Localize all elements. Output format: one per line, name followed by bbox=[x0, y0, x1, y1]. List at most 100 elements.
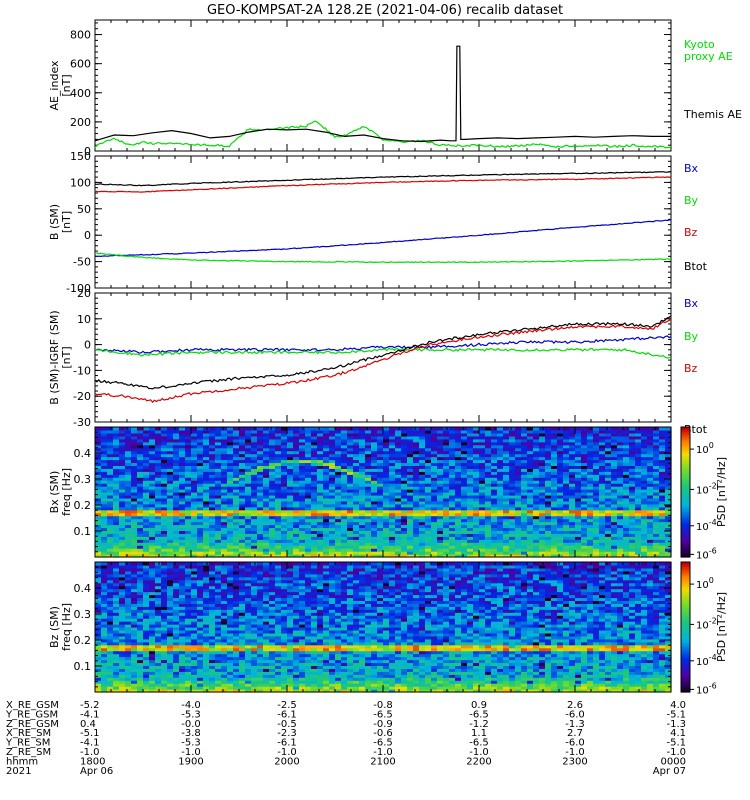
panel-spec-bz-cell bbox=[101, 668, 108, 672]
panel-b-ylabel: B (SM) bbox=[48, 204, 61, 240]
panel-spec-bx-cell bbox=[263, 438, 270, 443]
panel-spec-bx-cell bbox=[299, 459, 306, 464]
panel-spec-bx-cell bbox=[461, 477, 468, 481]
panel-spec-bx-cell bbox=[491, 524, 498, 529]
panel-spec-bx-cell bbox=[521, 450, 528, 455]
panel-spec-bx-cell bbox=[101, 471, 108, 475]
panel-spec-bx-cell bbox=[647, 462, 654, 466]
panel-spec-bx-cell bbox=[635, 533, 642, 537]
panel-spec-bx-cell bbox=[287, 539, 294, 543]
panel-spec-bx-cell bbox=[251, 551, 258, 555]
panel-spec-bx-colorbar-step bbox=[681, 433, 690, 437]
panel-spec-bx-cell bbox=[575, 444, 582, 449]
panel-spec-bx-cell bbox=[239, 435, 246, 440]
panel-spec-bx-cell bbox=[227, 450, 234, 455]
panel-spec-bx-cell bbox=[611, 500, 618, 505]
panel-spec-bx-cell bbox=[497, 468, 504, 472]
panel-spec-bx-cell bbox=[575, 486, 582, 490]
panel-spec-bx-cell bbox=[611, 474, 618, 478]
panel-spec-bx-cell bbox=[593, 497, 600, 502]
panel-spec-bx-cell bbox=[461, 533, 468, 537]
panel-spec-bx-cell bbox=[311, 468, 318, 472]
panel-spec-bx-cell bbox=[497, 459, 504, 464]
panel-spec-bx-cell bbox=[455, 545, 462, 549]
panel-spec-bx-cell bbox=[515, 465, 522, 469]
panel-spec-bx-cell bbox=[137, 462, 144, 466]
panel-spec-bz-cell bbox=[95, 624, 102, 628]
panel-spec-bx-cell bbox=[437, 471, 444, 475]
panel-spec-bx-cell bbox=[299, 453, 306, 458]
panel-spec-bx-cell bbox=[377, 432, 384, 437]
panel-spec-bx-cell bbox=[599, 509, 606, 514]
panel-spec-bx-cell bbox=[341, 435, 348, 440]
panel-spec-bx-cell bbox=[431, 465, 438, 469]
panel-spec-bx-cell bbox=[515, 444, 522, 449]
panel-spec-bx-cell bbox=[173, 480, 180, 484]
panel-spec-bx-cell bbox=[149, 500, 156, 505]
panel-spec-bx-cell bbox=[377, 512, 384, 517]
panel-spec-bx-cell bbox=[509, 438, 516, 443]
panel-spec-bx-cell bbox=[587, 441, 594, 446]
panel-spec-bx-cell bbox=[329, 432, 336, 437]
panel-spec-bx-cell bbox=[221, 471, 228, 475]
panel-spec-bx-cell bbox=[107, 480, 114, 484]
panel-spec-bx-cell bbox=[569, 521, 576, 526]
panel-spec-bx-cell bbox=[281, 545, 288, 549]
panel-spec-bx-cell bbox=[389, 459, 396, 464]
panel-spec-bx-cell bbox=[317, 450, 324, 455]
panel-spec-bx-cell bbox=[323, 429, 330, 434]
panel-spec-bx-cell bbox=[353, 542, 360, 546]
panel-spec-bx-cell bbox=[563, 450, 570, 455]
panel-spec-bx-cell bbox=[323, 548, 330, 552]
panel-spec-bx-cell bbox=[539, 441, 546, 446]
panel-spec-bx-cell bbox=[425, 432, 432, 437]
panel-spec-bx-cell bbox=[221, 503, 228, 508]
panel-spec-bx-cell bbox=[479, 450, 486, 455]
panel-spec-bx-cell bbox=[659, 527, 666, 531]
panel-spec-bx-cell bbox=[581, 447, 588, 452]
panel-spec-bx-cell bbox=[263, 509, 270, 514]
panel-spec-bx-cell bbox=[647, 468, 654, 472]
panel-spec-bx-cell bbox=[641, 489, 648, 493]
panel-spec-bx-cell bbox=[317, 551, 324, 555]
panel-spec-bx-cell bbox=[161, 477, 168, 481]
panel-spec-bx-cell bbox=[491, 438, 498, 443]
panel-spec-bx-cell bbox=[287, 509, 294, 514]
panel-spec-bx-cell bbox=[203, 515, 210, 520]
panel-spec-bx-cell bbox=[665, 512, 672, 517]
panel-spec-bx-cell bbox=[281, 462, 288, 466]
panel-spec-bx-cell bbox=[329, 447, 336, 452]
panel-spec-bx-cell bbox=[521, 521, 528, 526]
panel-spec-bx-cell bbox=[479, 524, 486, 529]
panel-spec-bx-cell bbox=[209, 477, 216, 481]
panel-spec-bx-cell bbox=[185, 471, 192, 475]
panel-spec-bx-cell bbox=[293, 486, 300, 490]
panel-spec-bx-cell bbox=[623, 486, 630, 490]
panel-spec-bx-cell bbox=[305, 494, 312, 499]
panel-spec-bx-cell bbox=[173, 506, 180, 511]
panel-spec-bx-cell bbox=[629, 509, 636, 514]
panel-spec-bx-cell bbox=[95, 486, 102, 490]
panel-spec-bx-cell bbox=[113, 515, 120, 520]
panel-spec-bx-cell bbox=[443, 503, 450, 508]
panel-spec-bx-cell bbox=[455, 536, 462, 540]
panel-spec-bx-cell bbox=[155, 545, 162, 549]
panel-spec-bx-cell bbox=[371, 545, 378, 549]
panel-spec-bx-cell bbox=[407, 444, 414, 449]
panel-spec-bx-cell bbox=[161, 542, 168, 546]
panel-spec-bx-cell bbox=[659, 500, 666, 505]
panel-spec-bx-cell bbox=[467, 545, 474, 549]
panel-spec-bx-cell bbox=[317, 468, 324, 472]
panel-spec-bx-cell bbox=[557, 530, 564, 534]
panel-spec-bx-cell bbox=[149, 533, 156, 537]
panel-spec-bx-cell bbox=[413, 438, 420, 443]
panel-spec-bx-cell bbox=[185, 512, 192, 517]
panel-spec-bx-cell bbox=[413, 462, 420, 466]
panel-spec-bx-cell bbox=[107, 500, 114, 505]
panel-spec-bx-cell bbox=[623, 521, 630, 526]
panel-spec-bx-cell bbox=[557, 471, 564, 475]
panel-spec-bx-cell bbox=[179, 486, 186, 490]
panel-spec-bx-cell bbox=[227, 432, 234, 437]
panel-spec-bx-cell bbox=[623, 515, 630, 520]
panel-spec-bx-cell bbox=[407, 521, 414, 526]
